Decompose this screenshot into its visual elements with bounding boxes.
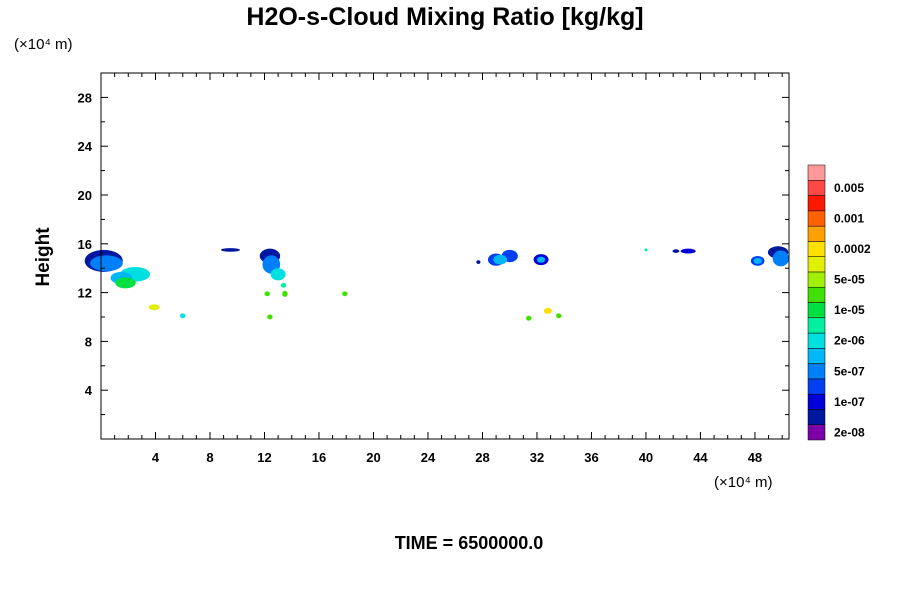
colorbar: 2e-08 1e-07 5e-07 2e-06 1e-05 5e-05 0.0002 0.00… [807,164,871,441]
x-tick-label-40: 40 [639,450,653,465]
x-tick-label-28: 28 [475,450,489,465]
y-axis-unit: (×10⁴ m) [14,36,73,53]
cloud-patch-5 [148,304,160,311]
y-tick-label-4: 4 [85,383,93,398]
colorbar-bin-16 [807,180,826,196]
cloud-field [84,246,789,321]
plot-area [84,72,790,440]
cloud-patch-11 [280,282,287,288]
y-axis-label: Height [33,227,54,287]
cloud-patch-12 [264,291,270,297]
cloud-patch-14 [267,314,273,320]
colorbar-label-4: 1e-05 [834,303,865,317]
x-tick-label-16: 16 [312,450,326,465]
x-tick-label-8: 8 [206,450,213,465]
cloud-patch-31 [772,250,789,267]
y-tick-label-20: 20 [78,188,92,203]
cloud-patch-13 [282,290,288,297]
colorbar-bin-10 [807,271,826,288]
cloud-patch-27 [680,248,696,254]
colorbar-label-5: 5e-05 [834,273,865,287]
x-tick-label-32: 32 [530,450,544,465]
plot-frame [100,72,790,440]
colorbar-label-8: 0.005 [834,181,864,195]
colorbar-bin-1 [807,409,826,425]
y-tick-labels: 4 8 12 16 20 24 28 [78,90,93,398]
cloud-patch-6 [180,313,186,319]
colorbar-bin-0 [807,424,826,441]
cloud-patch-23 [543,307,552,314]
colorbar-bin-7 [807,317,826,334]
cloud-patch-29 [753,257,762,264]
x-tick-label-44: 44 [693,450,708,465]
colorbar-bin-3 [807,378,826,395]
colorbar-label-2: 5e-07 [834,364,865,378]
colorbar-bin-2 [807,393,826,410]
cloud-patch-15 [342,291,348,297]
chart-title: H2O-s-Cloud Mixing Ratio [kg/kg] [246,3,643,31]
cloud-patch-19 [493,254,507,265]
colorbar-bin-6 [807,332,826,349]
time-label: TIME = 6500000.0 [395,533,544,553]
x-tick-label-36: 36 [584,450,598,465]
x-axis-unit: (×10⁴ m) [714,474,773,491]
axis-ticks [101,73,789,439]
x-tick-labels: 4 8 12 16 20 24 28 32 36 40 44 48 [152,450,762,465]
x-tick-label-48: 48 [748,450,762,465]
cloud-patch-24 [556,313,562,319]
cloud-patch-22 [526,315,532,321]
cloud-patch-7 [220,248,240,252]
colorbar-label-6: 0.0002 [834,242,871,256]
colorbar-label-1: 1e-07 [834,395,865,409]
x-tick-label-12: 12 [257,450,271,465]
y-tick-label-12: 12 [78,286,92,301]
cloud-patch-16 [476,260,481,264]
colorbar-label-0: 2e-08 [834,425,865,439]
cloud-patch-10 [270,268,286,281]
cloud-patch-25 [644,248,648,252]
colorbar-bin-9 [807,286,826,303]
cloud-patch-21 [536,256,546,263]
colorbar-label-7: 0.001 [834,211,864,225]
colorbar-bin-17 [807,164,826,181]
x-tick-label-4: 4 [152,450,160,465]
colorbar-bin-8 [807,302,826,319]
x-tick-label-24: 24 [421,450,436,465]
x-tick-label-20: 20 [366,450,380,465]
colorbar-bin-5 [807,348,826,364]
cloud-patch-4 [115,277,136,289]
colorbar-label-3: 2e-06 [834,334,865,348]
y-tick-label-24: 24 [78,139,93,154]
y-tick-label-16: 16 [78,237,92,252]
cloud-patch-26 [672,249,680,253]
colorbar-bin-15 [807,195,826,212]
colorbar-bin-12 [807,241,826,257]
y-tick-label-28: 28 [78,90,92,105]
colorbar-bin-4 [807,363,826,380]
colorbar-bin-14 [807,210,826,227]
colorbar-bin-13 [807,225,826,242]
colorbar-bin-11 [807,256,826,273]
y-tick-label-8: 8 [85,334,92,349]
cloud-patch-1 [90,255,123,272]
